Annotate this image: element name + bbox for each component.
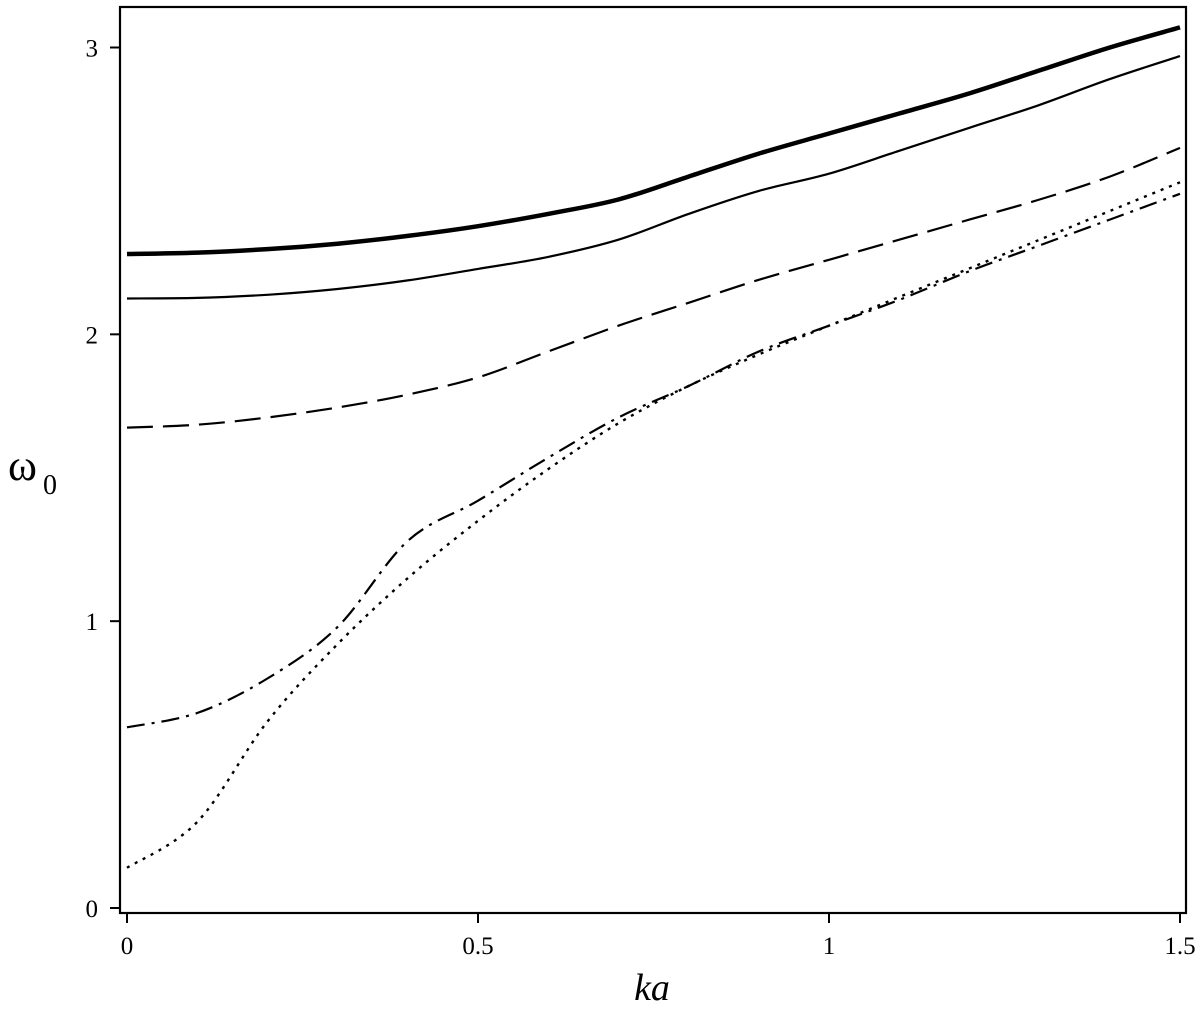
x-tick-label-2: 1	[823, 933, 836, 960]
series-line-3-long-dash	[126, 146, 1181, 429]
y-tick-label-2: 2	[86, 322, 99, 349]
y-tick-label-3: 3	[86, 36, 99, 63]
y-tick-label-1: 1	[86, 609, 99, 636]
x-tick-label-0: 0	[121, 933, 134, 960]
x-axis-ticks: 0 0.5 1 1.5	[121, 913, 1196, 960]
series-line-4-dash-dot	[126, 192, 1181, 729]
series-layer	[126, 25, 1181, 869]
series-line-5-dotted	[126, 181, 1181, 869]
y-axis-label-symbol: ω	[8, 441, 37, 490]
y-tick-label-0: 0	[86, 896, 99, 923]
plot-frame	[118, 5, 1188, 915]
x-tick-label-1: 0.5	[462, 933, 493, 960]
series-line-1-thick-solid	[126, 25, 1181, 257]
y-axis-label-subscript: 0	[43, 470, 57, 501]
x-axis-label: ka	[634, 967, 670, 1009]
y-axis-ticks: 0 1 2 3	[86, 36, 120, 923]
series-line-2-thin-solid	[126, 55, 1181, 300]
x-tick-label-3: 1.5	[1164, 933, 1195, 960]
